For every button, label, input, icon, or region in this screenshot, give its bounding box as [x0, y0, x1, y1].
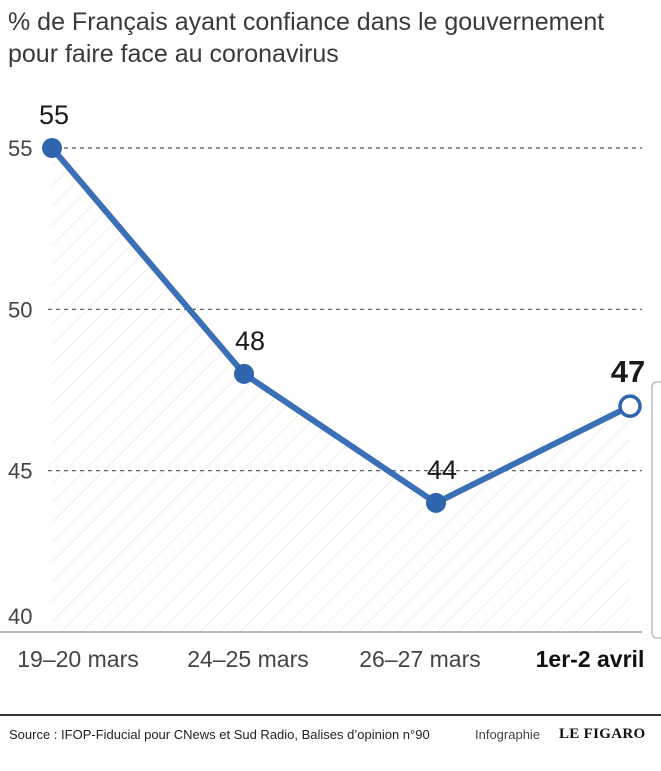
x-axis-tick-labels: 19–20 mars 24–25 mars 26–27 mars 1er-2 avri…: [17, 646, 644, 672]
le-figaro-logo: LE FIGARO: [559, 726, 646, 742]
area-fill: [52, 148, 630, 632]
data-point: [426, 492, 446, 513]
footer-divider: [0, 714, 661, 716]
y-tick-label: 40: [8, 604, 32, 629]
data-points: [42, 138, 642, 513]
side-panel-edge: [651, 381, 661, 639]
data-point: [42, 138, 62, 158]
footer: Source : IFOP-Fiducial pour CNews et Sud…: [9, 726, 654, 749]
x-tick-label: 19–20 mars: [17, 646, 138, 672]
chart-title-line-2: pour faire face au coronavirus: [8, 40, 339, 68]
x-tick-label: 24–25 mars: [187, 646, 308, 672]
chart-title-line-1: % de Français ayant confiance dans le go…: [8, 8, 605, 36]
hatched-area: [52, 148, 630, 632]
source-text: Source : IFOP-Fiducial pour CNews et Sud…: [9, 727, 430, 742]
data-point: [234, 363, 254, 384]
data-point: [618, 394, 642, 418]
y-tick-label: 45: [8, 459, 32, 484]
line-chart: 40 45 50 55 55 48 44 47 19–20 mars 24–25 mars 26…: [0, 100, 661, 672]
x-tick-label: 1er-2 avril: [536, 646, 645, 672]
data-label: 55: [39, 100, 69, 130]
data-label: 47: [611, 354, 645, 389]
data-labels: 55 48 44 47: [39, 100, 645, 485]
infographie-text: Infographie: [475, 727, 541, 742]
chart-title: % de Français ayant confiance dans le go…: [8, 6, 658, 70]
y-axis-tick-labels: 40 45 50 55: [8, 136, 32, 629]
x-tick-label: 26–27 mars: [359, 646, 480, 672]
series-polyline: [49, 145, 633, 506]
y-tick-label: 55: [8, 136, 32, 161]
data-label: 48: [235, 326, 265, 356]
y-tick-label: 50: [8, 297, 32, 322]
data-label: 44: [427, 455, 457, 485]
series-line: [49, 145, 633, 506]
grid-lines: [0, 147, 642, 633]
